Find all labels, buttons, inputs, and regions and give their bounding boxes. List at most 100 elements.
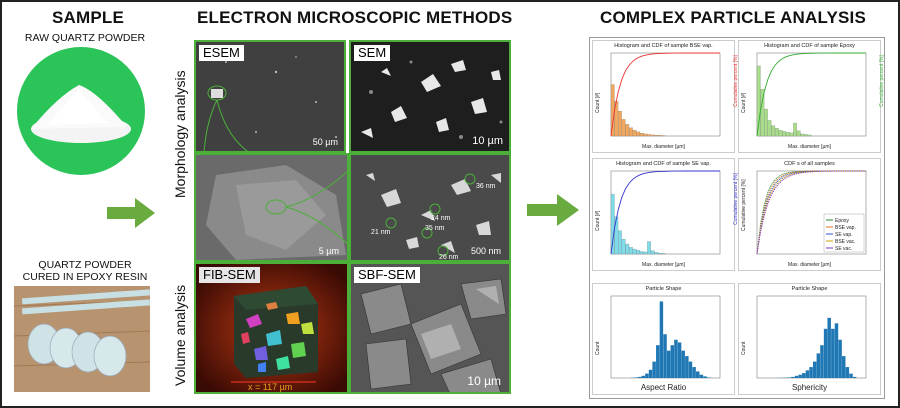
sem-zoom-panel: 36 nm 24 nm 21 nm 35 nm 26 nm 500 nm [349,153,511,262]
fibsem-dimension: x = 117 µm [248,382,293,392]
bar [820,345,824,378]
bar [685,356,689,378]
bar [793,122,797,137]
bar [785,132,790,137]
legend-entry: BSE vap. [835,225,856,231]
annotation-24nm: 24 nm [431,215,451,222]
bar [812,361,817,378]
bar [637,376,642,378]
esem-label: ESEM [199,45,244,61]
bar [648,369,653,378]
bar [639,132,644,137]
chart-5: Particle Shape Aspect Ratio Count [592,283,735,395]
bar [663,334,667,378]
bar [798,374,802,378]
bar [614,216,619,255]
bar [834,323,839,378]
x-axis-label: Max. diameter [µm] [788,262,831,268]
bar [636,131,640,137]
volume-analysis-label: Volume analysis [172,284,188,386]
y-axis-label: Cumulative percent [%] [741,178,747,231]
annotation-26nm: 26 nm [439,254,459,261]
cdf-line [610,52,720,137]
bar [654,252,659,255]
bar [756,65,761,137]
chart-4: CDF s of all samples Epoxy BSE vap. SE vap.… [738,158,881,271]
sbfsem-label: SBF-SEM [354,267,420,283]
esem-scale: 50 µm [312,137,338,147]
chart-title: Histogram and CDF of sample Epoxy [764,43,855,49]
bar [703,376,707,378]
bar [618,110,622,137]
x-axis-label: Max. diameter [µm] [642,262,685,268]
bar [827,317,831,378]
y-axis-label: Count [741,341,747,355]
bar [629,247,633,255]
bar [789,132,794,137]
bar [618,230,622,255]
bar [643,251,648,255]
bar [621,119,626,137]
sem-panel: SEM 10 µm [349,40,511,153]
bar [658,253,662,255]
bar [645,373,649,378]
bar [796,130,801,137]
bar [849,373,853,378]
bar [852,376,857,378]
morphology-analysis-label: Morphology analysis [172,70,188,198]
annotation-36nm: 36 nm [476,183,496,190]
legend-entry: SE vap. [835,232,853,238]
arrow-right-icon-2 [527,194,579,226]
legend-entry: BSE vac. [835,239,856,245]
bar [632,248,637,255]
y2-axis-label: Cumulative percent [%] [879,54,886,107]
esem-zoom-scale: 5 µm [318,246,339,256]
chart-title: Histogram and CDF of sample BSE vap. [614,43,713,49]
bar [787,377,791,378]
bar [764,108,768,137]
chart-6: Particle Shape Sphericity Count [738,283,881,395]
sbfsem-scale: 10 µm [467,374,501,388]
esem-panel: ESEM 50 µm [194,40,346,153]
bar [639,251,644,255]
chart-1: Histogram and CDF of sample BSE vap. Max.… [592,40,739,153]
bar [805,370,810,378]
bar [632,130,637,137]
bar [794,375,799,378]
bar [692,367,696,378]
bar [634,377,638,378]
bar [800,133,805,137]
bar [823,328,828,378]
bar [636,250,640,255]
chart-2: Histogram and CDF of sample Epoxy Max. di… [738,40,885,153]
bar [778,130,783,137]
x-axis-label: Aspect Ratio [640,383,687,392]
bar [842,356,846,378]
bar [760,89,765,137]
fibsem-panel: FIB-SEM x = 117 µm [194,262,349,394]
bar [652,361,656,378]
bar [771,125,776,137]
bar [629,127,633,137]
x-axis-label: Max. diameter [µm] [788,144,831,150]
bar [625,124,630,137]
bar [699,374,704,378]
bar [767,120,772,137]
series-line-3 [756,170,866,255]
cured-quartz-label-2: CURED IN EPOXY RESIN [22,271,148,283]
bar [831,328,835,378]
bar [658,135,662,137]
title-cpa: COMPLEX PARTICLE ANALYSIS [600,8,867,27]
sem-label: SEM [354,45,391,61]
bar [610,194,615,255]
y-axis-label: Count [#] [595,92,601,113]
bar [659,301,664,378]
bar [641,375,645,378]
bar [775,128,779,137]
raw-quartz-label: RAW QUARTZ POWDER [24,32,146,44]
bar [706,377,711,378]
bar [647,134,651,137]
title-sample: SAMPLE [52,8,125,27]
bar [791,376,795,378]
